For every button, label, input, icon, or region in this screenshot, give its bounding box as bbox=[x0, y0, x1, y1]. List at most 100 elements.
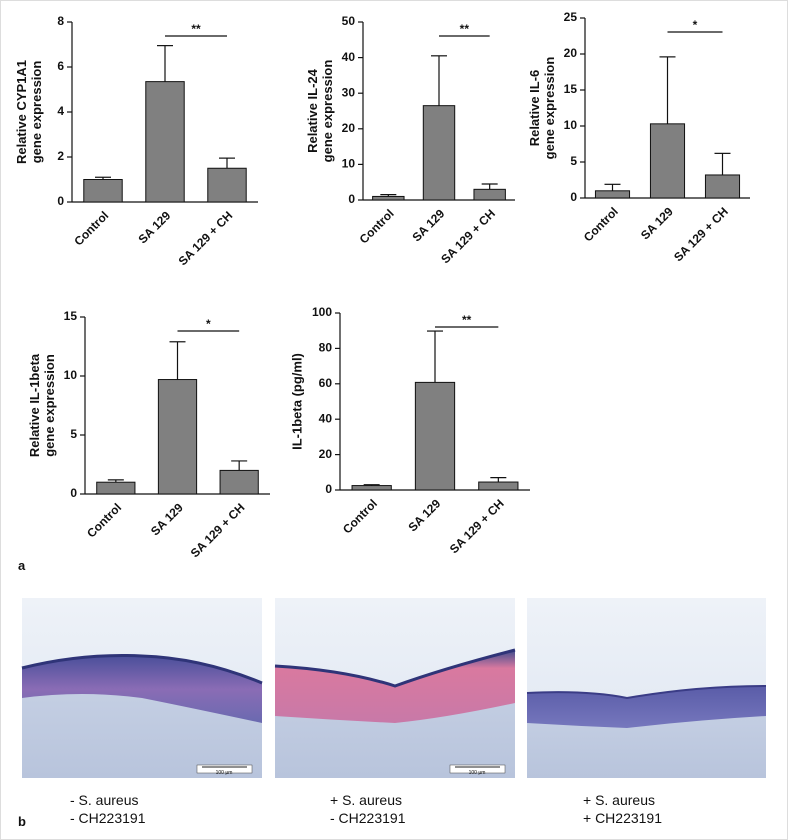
bar bbox=[207, 167, 247, 203]
x-tick-label: SA 129 bbox=[409, 206, 447, 244]
x-tick-label: SA 129 + CH bbox=[188, 500, 248, 560]
y-tick-label: 0 bbox=[70, 486, 77, 500]
x-tick-label: SA 129 bbox=[148, 500, 186, 538]
significance-stars: ** bbox=[462, 313, 472, 327]
y-tick-label: 0 bbox=[348, 192, 355, 206]
bar bbox=[422, 105, 456, 201]
caption: - CH223191 bbox=[70, 810, 146, 826]
y-tick-label: 40 bbox=[319, 411, 333, 425]
bar bbox=[145, 81, 185, 203]
significance-stars: * bbox=[693, 18, 698, 32]
y-axis-label: Relative IL-1beta bbox=[27, 353, 42, 457]
error-bar bbox=[169, 341, 186, 380]
panel-label: b bbox=[18, 814, 26, 829]
caption: - S. aureus bbox=[70, 792, 138, 808]
y-tick-label: 4 bbox=[57, 104, 64, 118]
y-tick-label: 15 bbox=[64, 309, 78, 323]
y-tick-label: 0 bbox=[570, 190, 577, 204]
error-bar bbox=[107, 479, 124, 483]
error-bar bbox=[380, 194, 397, 197]
bar bbox=[219, 469, 259, 495]
error-bar bbox=[95, 176, 111, 180]
micrograph bbox=[274, 598, 516, 778]
y-axis-label: gene expression bbox=[29, 61, 44, 164]
caption: + S. aureus bbox=[330, 792, 402, 808]
error-bar bbox=[231, 460, 248, 471]
x-tick-label: Control bbox=[340, 496, 380, 536]
x-tick-label: SA 129 bbox=[405, 496, 443, 534]
y-tick-label: 5 bbox=[70, 427, 77, 441]
y-tick-label: 60 bbox=[319, 376, 333, 390]
error-bar bbox=[481, 183, 498, 190]
x-tick-label: SA 129 + CH bbox=[671, 204, 731, 264]
x-tick-label: Control bbox=[71, 208, 111, 248]
error-bar bbox=[604, 183, 621, 191]
bar bbox=[414, 381, 456, 491]
y-tick-label: 2 bbox=[57, 149, 64, 163]
y-tick-label: 10 bbox=[342, 157, 356, 171]
y-tick-label: 80 bbox=[319, 341, 333, 355]
y-tick-label: 100 bbox=[312, 305, 332, 319]
y-axis-label: gene expression bbox=[542, 57, 557, 160]
error-bar bbox=[714, 152, 731, 175]
y-tick-label: 50 bbox=[342, 14, 356, 28]
x-tick-label: SA 129 bbox=[135, 208, 173, 246]
y-axis-label: Relative IL-6 bbox=[527, 70, 542, 147]
y-tick-label: 5 bbox=[570, 154, 577, 168]
bar bbox=[351, 485, 392, 491]
y-tick-label: 25 bbox=[564, 10, 578, 24]
x-tick-label: Control bbox=[581, 204, 621, 244]
y-axis-label: Relative CYP1A1 bbox=[14, 60, 29, 164]
bar bbox=[473, 188, 506, 201]
significance-stars: ** bbox=[191, 22, 201, 36]
caption: + S. aureus bbox=[583, 792, 655, 808]
y-axis-label: Relative IL-24 bbox=[305, 68, 320, 153]
error-bar bbox=[427, 330, 443, 383]
y-tick-label: 20 bbox=[319, 447, 333, 461]
caption: + CH223191 bbox=[583, 810, 662, 826]
significance-stars: ** bbox=[460, 22, 470, 36]
bar bbox=[649, 123, 686, 199]
bar bbox=[372, 195, 405, 201]
y-axis-label: gene expression bbox=[42, 354, 57, 457]
y-tick-label: 0 bbox=[57, 194, 64, 208]
x-tick-label: SA 129 + CH bbox=[438, 206, 498, 266]
bar bbox=[594, 190, 631, 199]
x-tick-label: Control bbox=[84, 500, 124, 540]
error-bar bbox=[219, 157, 235, 169]
bar bbox=[478, 481, 519, 491]
y-axis-label: gene expression bbox=[320, 60, 335, 163]
y-tick-label: 30 bbox=[342, 85, 356, 99]
bar bbox=[157, 379, 198, 495]
y-tick-label: 8 bbox=[57, 14, 64, 28]
error-bar bbox=[659, 56, 676, 124]
x-tick-label: SA 129 bbox=[638, 204, 676, 242]
y-axis-label: IL-1beta (pg/ml) bbox=[289, 353, 304, 450]
y-tick-label: 0 bbox=[325, 482, 332, 496]
y-tick-label: 10 bbox=[64, 368, 78, 382]
panel-label: a bbox=[18, 558, 26, 573]
caption: - CH223191 bbox=[330, 810, 406, 826]
error-bar bbox=[363, 484, 380, 486]
bar bbox=[704, 174, 741, 199]
scale-bar-label: 100 µm bbox=[469, 770, 486, 776]
y-tick-label: 15 bbox=[564, 82, 578, 96]
scale-bar-label: 100 µm bbox=[216, 770, 233, 776]
y-tick-label: 6 bbox=[57, 59, 64, 73]
x-tick-label: Control bbox=[357, 206, 397, 246]
micrograph bbox=[526, 598, 767, 778]
x-tick-label: SA 129 + CH bbox=[176, 208, 236, 268]
bar bbox=[83, 179, 123, 203]
error-bar bbox=[490, 477, 507, 483]
error-bar bbox=[157, 45, 173, 82]
bar bbox=[96, 481, 136, 495]
micrograph bbox=[21, 598, 263, 778]
y-tick-label: 10 bbox=[564, 118, 578, 132]
significance-stars: * bbox=[206, 317, 211, 331]
x-tick-label: SA 129 + CH bbox=[447, 496, 507, 556]
y-tick-label: 40 bbox=[342, 50, 356, 64]
error-bar bbox=[431, 55, 447, 106]
y-tick-label: 20 bbox=[342, 121, 356, 135]
y-tick-label: 20 bbox=[564, 46, 578, 60]
